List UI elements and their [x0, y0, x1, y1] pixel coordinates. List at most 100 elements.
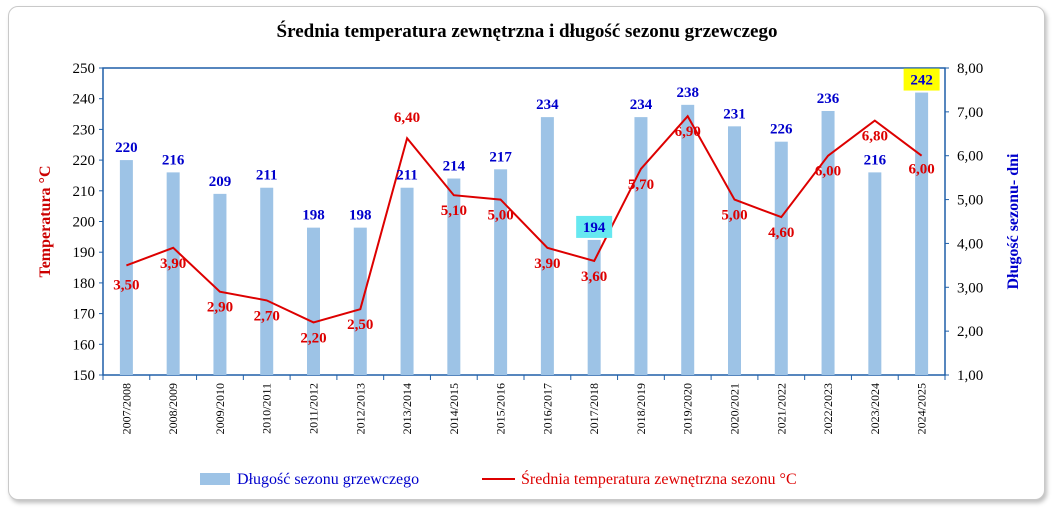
plot-area-border: [102, 67, 946, 376]
bar-data-label: 216: [864, 152, 887, 168]
x-axis-tick-label: 2023/2024: [868, 383, 882, 434]
line-data-label: 5,10: [441, 203, 467, 219]
bar-data-label: 242: [910, 73, 933, 89]
line-data-label: 3,50: [113, 277, 139, 293]
bar-label-highlight: [903, 68, 940, 91]
bar: [119, 160, 133, 375]
bar-data-label: 234: [630, 97, 653, 113]
bar: [260, 187, 274, 375]
bar-data-label: 198: [349, 208, 372, 224]
legend-swatch-bar: [200, 473, 230, 485]
left-axis-tick-label: 250: [73, 61, 96, 77]
left-axis-tick-label: 200: [73, 215, 96, 231]
right-axis-tick-label: 5,00: [957, 193, 983, 209]
x-axis-tick-label: 2012/2013: [353, 383, 367, 434]
bar-data-label: 209: [209, 174, 232, 190]
bar-data-label: 211: [396, 168, 418, 184]
temperature-line: [126, 114, 923, 324]
x-axis-tick-label: 2022/2023: [821, 383, 835, 434]
x-axis-tick-label: 2017/2018: [587, 383, 601, 434]
bar: [447, 178, 461, 375]
x-axis-tick-label: 2009/2010: [213, 383, 227, 434]
x-axis-tick-label: 2013/2014: [400, 383, 414, 434]
bar-label-highlight: [576, 215, 613, 238]
left-axis-tick-label: 240: [73, 92, 96, 108]
line-data-label: 4,60: [768, 225, 794, 241]
bar: [681, 104, 695, 375]
bar-data-label: 211: [256, 168, 278, 184]
line-data-label: 2,20: [300, 330, 326, 346]
legend-label-line: Średnia temperatura zewnętrzna sezonu °C: [521, 469, 797, 488]
line-data-label: 6,00: [815, 164, 841, 180]
left-axis-tick-label: 160: [73, 337, 96, 353]
bar-data-label: 216: [162, 152, 185, 168]
bar: [868, 172, 882, 375]
bar-data-label: 198: [302, 208, 325, 224]
bar: [728, 126, 741, 375]
x-axis-tick-label: 2021/2022: [774, 383, 788, 434]
left-axis-tick-label: 220: [73, 153, 96, 169]
right-axis-tick-label: 1,00: [957, 368, 983, 384]
bar: [353, 227, 367, 375]
line-data-label: 5,00: [721, 208, 747, 224]
x-axis-tick-label: 2014/2015: [447, 383, 461, 434]
left-axis-tick-label: 180: [73, 276, 96, 292]
left-axis-tick-label: 150: [73, 368, 96, 384]
bar-data-label: 220: [115, 140, 138, 156]
right-axis-tick-label: 4,00: [957, 236, 983, 252]
bar: [634, 117, 648, 376]
line-data-label: 5,70: [628, 177, 654, 193]
line-data-label: 2,70: [254, 308, 280, 324]
bar-data-label: 231: [723, 106, 746, 122]
right-axis-tick-label: 2,00: [957, 324, 983, 340]
right-axis-title: Długość sezonu- dni: [1005, 153, 1022, 290]
left-axis-title: Temperatura °C: [37, 165, 54, 277]
bar: [166, 172, 180, 375]
x-axis-tick-label: 2016/2017: [540, 383, 554, 434]
left-axis-tick-label: 230: [73, 122, 96, 138]
line-data-label: 3,90: [160, 256, 186, 272]
bar: [540, 117, 554, 376]
left-axis-tick-label: 190: [73, 245, 96, 261]
bar: [774, 141, 788, 375]
bar: [307, 227, 320, 375]
right-axis-tick-label: 3,00: [957, 280, 983, 296]
bar: [494, 169, 508, 375]
x-axis-tick-label: 2020/2021: [728, 383, 742, 434]
x-axis-tick-label: 2007/2008: [119, 383, 133, 434]
bar-data-label: 217: [489, 149, 512, 165]
x-axis-tick-label: 2015/2016: [494, 383, 508, 434]
bar-data-label: 234: [536, 97, 559, 113]
left-axis-tick-label: 210: [73, 184, 96, 200]
x-axis-tick-label: 2010/2011: [260, 383, 274, 434]
bar: [821, 110, 835, 375]
bar-data-label: 236: [817, 91, 840, 107]
right-axis-tick-label: 8,00: [957, 61, 983, 77]
right-axis-tick-label: 6,00: [957, 149, 983, 165]
line-data-label: 5,00: [487, 208, 513, 224]
chart-title: Średnia temperatura zewnętrzna i długość…: [277, 20, 778, 42]
line-data-label: 6,00: [908, 162, 934, 178]
bar: [915, 92, 929, 375]
x-axis-tick-label: 2018/2019: [634, 383, 648, 434]
x-axis-tick-label: 2011/2012: [307, 383, 321, 434]
bar: [213, 193, 227, 375]
line-data-label: 2,50: [347, 317, 373, 333]
legend: Długość sezonu grzewczego Średnia temper…: [200, 469, 797, 488]
x-axis-tick-label: 2024/2025: [915, 383, 929, 434]
x-axis-tick-label: 2008/2009: [166, 383, 180, 434]
line-data-label: 2,90: [207, 300, 233, 316]
bar: [400, 187, 414, 375]
bar: [587, 239, 601, 375]
legend-label-bar: Długość sezonu grzewczego: [237, 471, 419, 488]
bar-data-label: 214: [443, 159, 466, 175]
left-axis-tick-label: 170: [73, 307, 96, 323]
line-data-label: 3,90: [534, 256, 560, 272]
x-axis-tick-label: 2019/2020: [681, 383, 695, 434]
bar-data-label: 238: [676, 85, 699, 101]
line-data-label: 3,60: [581, 269, 607, 285]
line-data-label: 6,80: [862, 129, 888, 145]
line-data-label: 6,90: [675, 124, 701, 140]
line-data-label: 6,40: [394, 110, 420, 126]
